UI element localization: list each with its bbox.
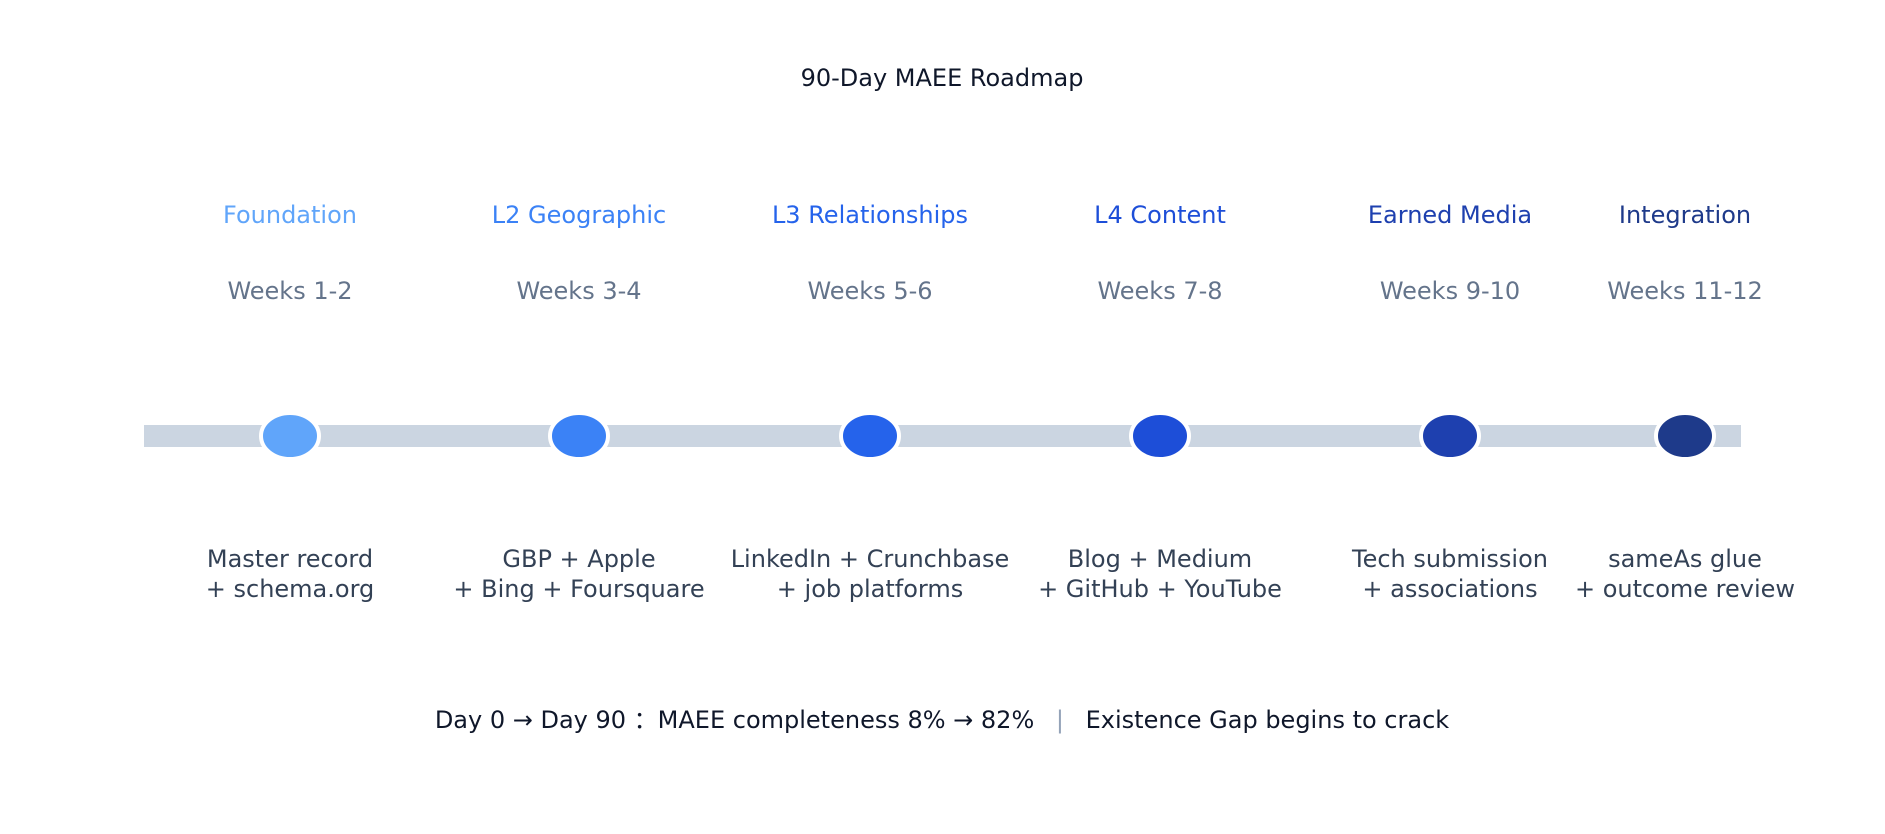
phase-marker	[259, 411, 321, 461]
footer-separator: |	[1056, 706, 1064, 734]
footer-right: Existence Gap begins to crack	[1086, 706, 1450, 734]
phase-description: LinkedIn + Crunchbase	[731, 545, 1010, 573]
phase-name: Integration	[1619, 201, 1751, 229]
phase-description: + outcome review	[1575, 575, 1795, 603]
phase-description: sameAs glue	[1608, 545, 1762, 573]
phase-name: Earned Media	[1368, 201, 1532, 229]
phase-weeks: Weeks 3-4	[516, 277, 641, 305]
phase-description: + job platforms	[777, 575, 963, 603]
phase-description: + associations	[1362, 575, 1537, 603]
phase-marker	[548, 411, 610, 461]
phase-name: L2 Geographic	[492, 201, 666, 229]
title: 90-Day MAEE Roadmap	[801, 64, 1084, 92]
footer: Day 0 → Day 90 ：MAEE completeness 8% → 8…	[435, 706, 1449, 734]
phase-description: Tech submission	[1351, 545, 1548, 573]
timeline-track	[144, 425, 1741, 447]
phase-marker	[1129, 411, 1191, 461]
phase-weeks: Weeks 7-8	[1097, 277, 1222, 305]
phase-description: GBP + Apple	[502, 545, 655, 573]
phase-weeks: Weeks 9-10	[1380, 277, 1520, 305]
phase-marker	[1419, 411, 1481, 461]
phase-name: L4 Content	[1094, 201, 1226, 229]
phase-name: Foundation	[223, 201, 357, 229]
phase-description: Master record	[207, 545, 373, 573]
footer-left: Day 0 → Day 90 ：MAEE completeness 8% → 8…	[435, 706, 1034, 734]
phase-weeks: Weeks 11-12	[1607, 277, 1763, 305]
phase-description: + schema.org	[206, 575, 375, 603]
phase-name: L3 Relationships	[772, 201, 968, 229]
phase-marker	[1654, 411, 1716, 461]
phase-weeks: Weeks 5-6	[807, 277, 932, 305]
phase-marker	[839, 411, 901, 461]
phase-weeks: Weeks 1-2	[227, 277, 352, 305]
phase-description: Blog + Medium	[1068, 545, 1252, 573]
phase-description: + Bing + Foursquare	[453, 575, 704, 603]
phase-description: + GitHub + YouTube	[1038, 575, 1282, 603]
